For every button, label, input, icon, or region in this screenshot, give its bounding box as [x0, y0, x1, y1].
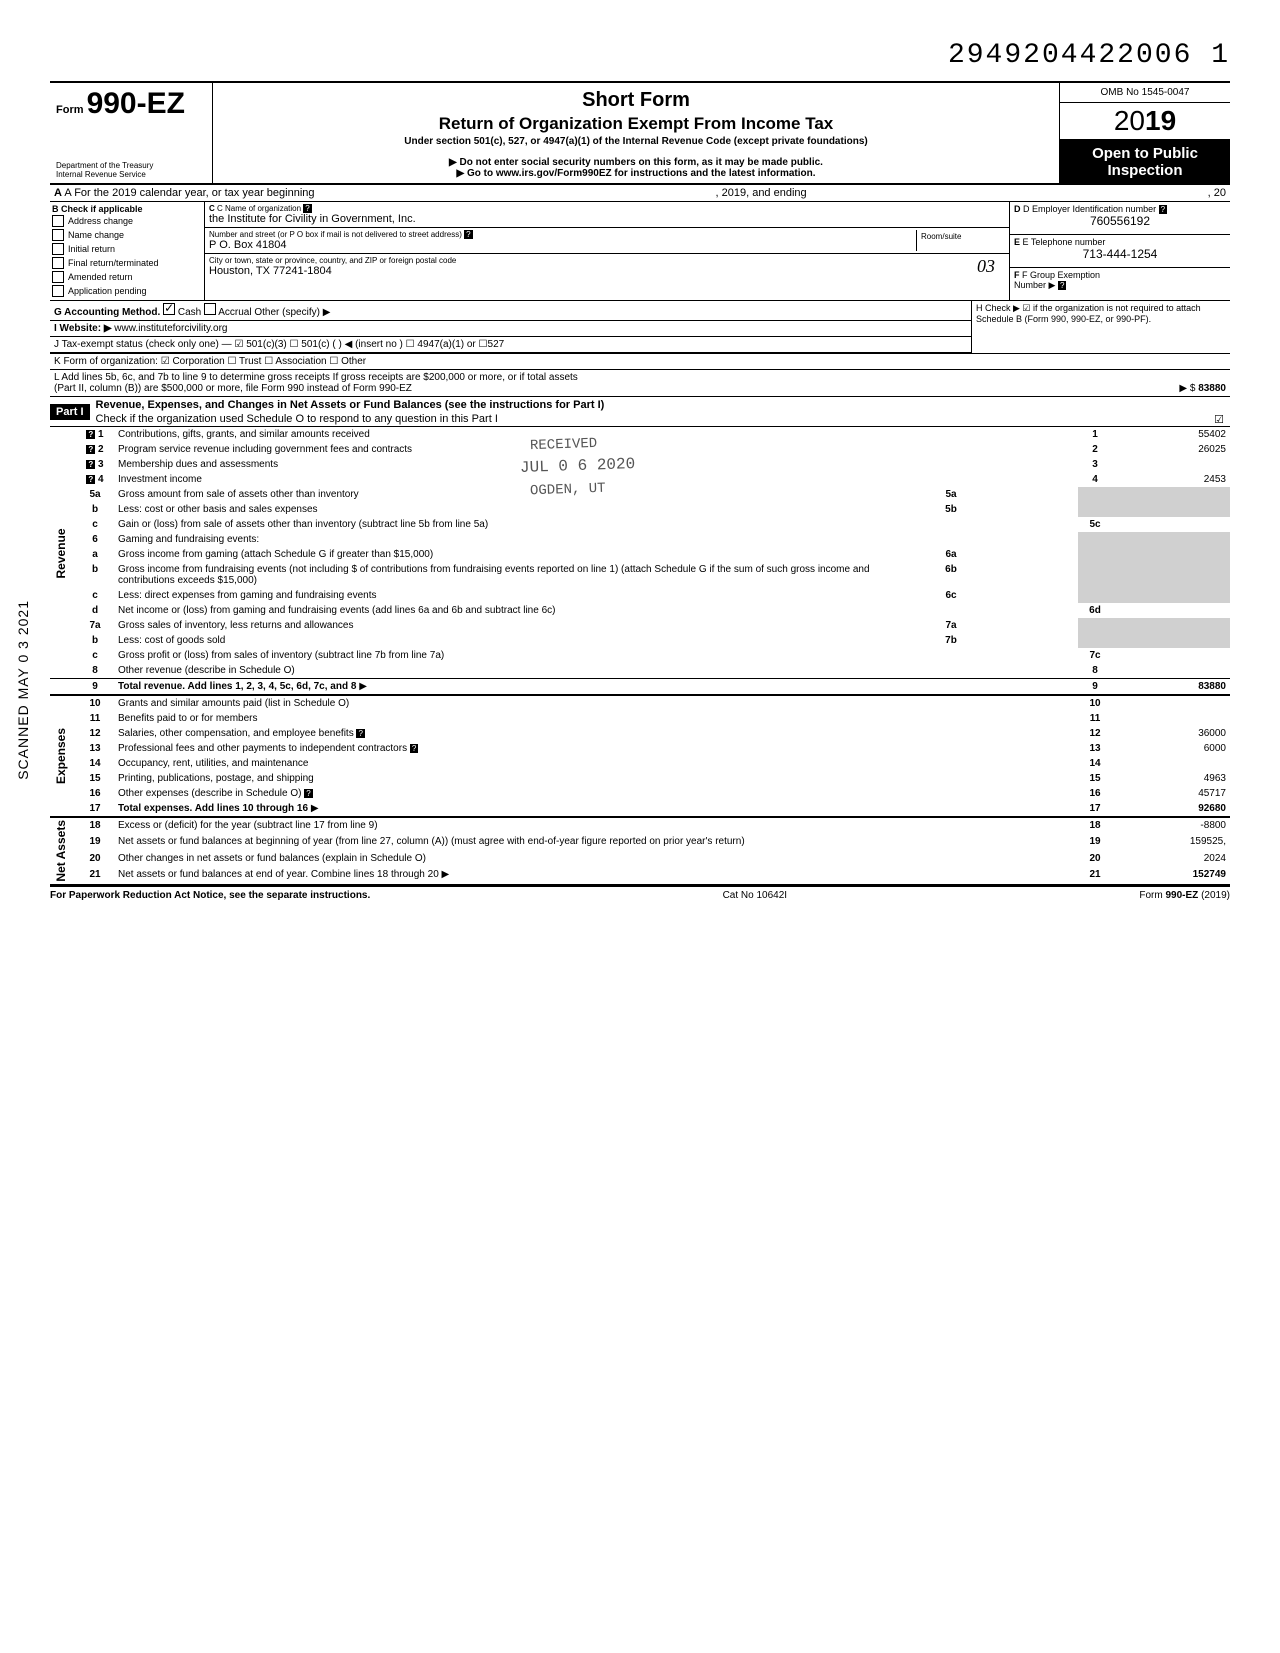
chk-accrual[interactable]: [204, 303, 216, 315]
handwritten-03: 03: [967, 256, 1005, 277]
room-suite-label: Room/suite: [916, 230, 1005, 251]
open-public-1: Open to Public: [1064, 145, 1226, 162]
section-b: B Check if applicable Address change Nam…: [50, 202, 1230, 301]
form-goto: ▶ Go to www.irs.gov/Form990EZ for instru…: [221, 168, 1051, 179]
org-name: the Institute for Civility in Government…: [209, 213, 1005, 225]
dept-treasury: Department of the Treasury: [56, 161, 206, 170]
form-title-1: Short Form: [221, 89, 1051, 112]
ogden-stamp: OGDEN, UT: [530, 481, 606, 500]
omb-number: OMB No 1545-0047: [1060, 83, 1230, 103]
line-g: G Accounting Method. Cash Accrual Other …: [50, 301, 971, 321]
b-header: B Check if applicable: [52, 204, 202, 214]
phone: 713-444-1254: [1014, 247, 1226, 261]
ein: 760556192: [1014, 214, 1226, 228]
form-subtitle: Under section 501(c), 527, or 4947(a)(1)…: [221, 136, 1051, 147]
line-j: J Tax-exempt status (check only one) — ☑…: [50, 337, 971, 353]
chk-final-return[interactable]: [52, 257, 64, 269]
form-prefix: Form: [56, 104, 84, 116]
form-number: 990-EZ: [87, 87, 185, 120]
part-1-header: Part I Revenue, Expenses, and Changes in…: [50, 396, 1230, 427]
revenue-side-label: Revenue: [50, 427, 76, 679]
line-i: I Website: ▶ www.instituteforcivility.or…: [50, 321, 971, 337]
chk-cash[interactable]: [163, 303, 175, 315]
expenses-side-label: Expenses: [50, 695, 76, 817]
chk-app-pending[interactable]: [52, 285, 64, 297]
revenue-table: Revenue ? 1 Contributions, gifts, grants…: [50, 427, 1230, 886]
scanned-date-stamp: SCANNED MAY 0 3 2021: [15, 600, 31, 780]
chk-name-change[interactable]: [52, 229, 64, 241]
form-header: Form 990-EZ Department of the Treasury I…: [50, 81, 1230, 185]
received-stamp: RECEIVED: [530, 436, 598, 454]
line-a: A A For the 2019 calendar year, or tax y…: [50, 185, 1230, 202]
street-address: P O. Box 41804: [209, 239, 916, 251]
open-public-2: Inspection: [1064, 162, 1226, 179]
line-k: K Form of organization: ☑ Corporation ☐ …: [50, 354, 1230, 370]
chk-amended[interactable]: [52, 271, 64, 283]
city-state-zip: Houston, TX 77241-1804: [209, 265, 967, 277]
tax-year: 2019: [1060, 103, 1230, 140]
chk-initial-return[interactable]: [52, 243, 64, 255]
dept-irs: Internal Revenue Service: [56, 170, 206, 179]
footer: For Paperwork Reduction Act Notice, see …: [50, 886, 1230, 901]
chk-address-change[interactable]: [52, 215, 64, 227]
line-h: H Check ▶ ☑ if the organization is not r…: [971, 301, 1230, 353]
form-warning: ▶ Do not enter social security numbers o…: [221, 157, 1051, 168]
form-title-2: Return of Organization Exempt From Incom…: [221, 114, 1051, 134]
document-tracking-number: 2949204422006 1: [50, 40, 1230, 71]
netassets-side-label: Net Assets: [50, 817, 76, 885]
line-l: L Add lines 5b, 6c, and 7b to line 9 to …: [50, 370, 1230, 396]
